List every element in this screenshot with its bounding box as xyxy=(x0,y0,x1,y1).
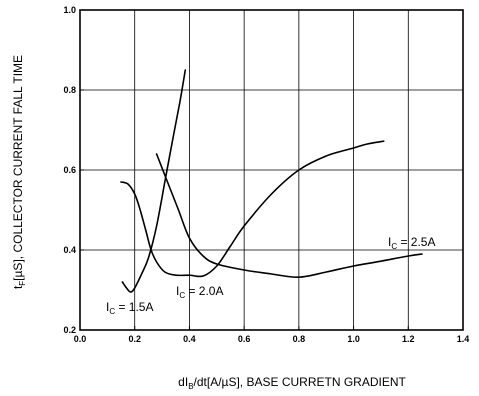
series-curves xyxy=(120,69,423,293)
x-tick-label: 0.6 xyxy=(238,334,251,344)
x-tick-label: 0.2 xyxy=(128,334,141,344)
label-ic-2-5a: IC = 2.5A xyxy=(388,235,436,251)
y-tick-label: 1.0 xyxy=(63,5,76,15)
y-tick-label: 0.2 xyxy=(63,325,76,335)
x-tick-label: 0.0 xyxy=(74,334,87,344)
series-annotations: IC = 1.5A IC = 2.0A IC = 2.5A xyxy=(106,235,436,316)
x-tick-label: 1.2 xyxy=(402,334,415,344)
label-ic-1-5a: IC = 1.5A xyxy=(106,300,154,316)
curve-ic-2-0a xyxy=(120,140,385,278)
curve-ic-1-5a xyxy=(121,69,187,293)
y-axis-label: tF[µS], COLLECTOR CURRENT FALL TIME xyxy=(11,55,27,289)
x-axis-label: dIB/dt[A/µS], BASE CURRETN GRADIENT xyxy=(178,375,406,391)
y-tick-label: 0.6 xyxy=(63,165,76,175)
x-tick-label: 0.8 xyxy=(293,334,306,344)
curve-ic-2-5a xyxy=(155,153,423,279)
label-ic-2-0a: IC = 2.0A xyxy=(176,284,224,300)
x-tick-label: 1.0 xyxy=(347,334,360,344)
x-tick-label: 0.4 xyxy=(183,334,196,344)
axis-ticks: 0.0 0.2 0.4 0.6 0.8 1.0 1.2 1.40.20.40.60.81.0 xyxy=(63,5,469,344)
x-tick-label: 1.4 xyxy=(457,334,470,344)
y-tick-label: 0.8 xyxy=(63,85,76,95)
y-tick-label: 0.4 xyxy=(63,245,76,255)
grid-lines xyxy=(80,10,463,330)
